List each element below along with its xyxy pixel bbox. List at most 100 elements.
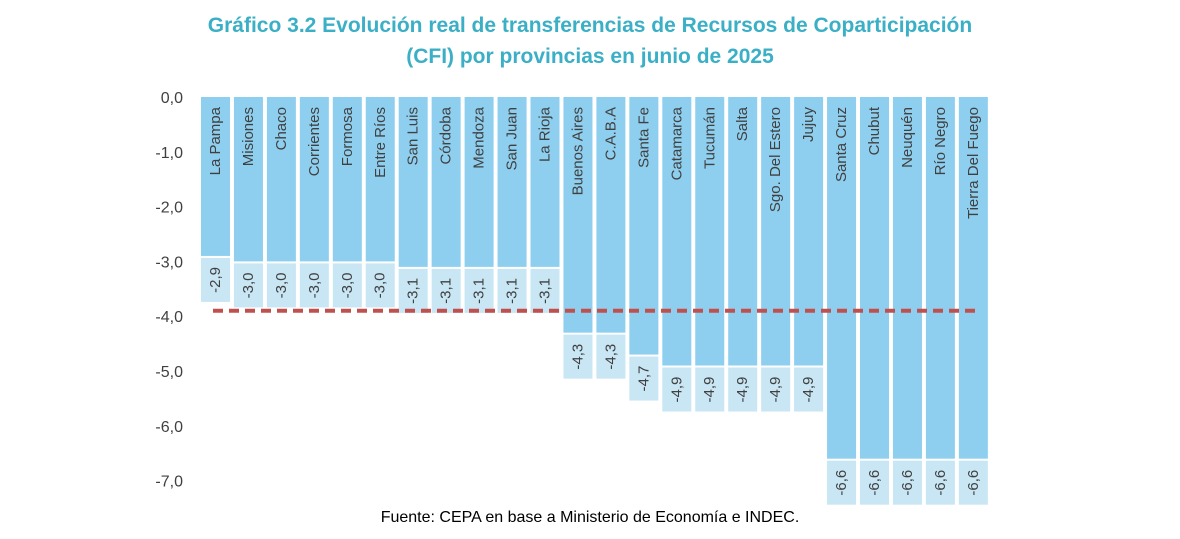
category-label: Jujuy bbox=[800, 107, 817, 143]
bar bbox=[464, 97, 494, 267]
value-label: -3,0 bbox=[372, 272, 389, 298]
value-label: -4,9 bbox=[800, 377, 817, 403]
bars-group: -2,9 La Pampa -3,0 Misiones -3,0 Chaco -3,0 Cor… bbox=[201, 97, 988, 505]
value-label: -2,9 bbox=[207, 267, 224, 293]
bar bbox=[958, 97, 988, 459]
category-label: C.A.B.A bbox=[602, 107, 619, 160]
y-tick-label: -5,0 bbox=[155, 364, 183, 381]
source-note: Fuente: CEPA en base a Ministerio de Eco… bbox=[380, 509, 800, 526]
category-label: Corrientes bbox=[306, 107, 323, 176]
y-tick-label: 0,0 bbox=[161, 90, 183, 107]
chart-title-line-1: Gráfico 3.2 Evolución real de transferen… bbox=[207, 14, 973, 37]
category-label: Salta bbox=[734, 106, 751, 141]
bar bbox=[761, 97, 791, 366]
value-label: -4,3 bbox=[602, 344, 619, 370]
value-label-box bbox=[827, 460, 857, 505]
category-label: Chaco bbox=[273, 107, 290, 150]
value-label-box bbox=[794, 367, 824, 412]
bar bbox=[233, 97, 263, 262]
value-label: -4,3 bbox=[569, 344, 586, 370]
value-label-box bbox=[299, 263, 329, 308]
bar bbox=[892, 97, 922, 459]
value-label: -6,6 bbox=[899, 470, 916, 496]
value-label: -3,0 bbox=[273, 272, 290, 298]
value-label: -4,9 bbox=[734, 377, 751, 403]
value-label-box bbox=[958, 460, 988, 505]
value-label-box bbox=[629, 356, 659, 401]
value-label: -4,9 bbox=[767, 377, 784, 403]
y-tick-label: -4,0 bbox=[155, 309, 183, 326]
value-label: -6,6 bbox=[932, 470, 949, 496]
category-label: San Juan bbox=[504, 107, 521, 170]
bar bbox=[925, 97, 955, 459]
bar bbox=[596, 97, 626, 333]
bar bbox=[431, 97, 461, 267]
value-label-box bbox=[497, 268, 527, 313]
bar bbox=[332, 97, 362, 262]
category-label: Chubut bbox=[866, 106, 883, 155]
bar bbox=[201, 97, 230, 256]
bar bbox=[398, 97, 428, 267]
category-label: Río Negro bbox=[932, 107, 949, 175]
value-label-box bbox=[431, 268, 461, 313]
y-tick-label: -7,0 bbox=[155, 474, 183, 491]
category-label: La Rioja bbox=[537, 106, 554, 162]
value-label: -4,9 bbox=[668, 377, 685, 403]
bar bbox=[299, 97, 329, 262]
value-label-box bbox=[530, 268, 560, 313]
category-label: San Luis bbox=[405, 107, 422, 165]
bar bbox=[695, 97, 725, 366]
value-label: -3,1 bbox=[405, 278, 422, 304]
bar bbox=[794, 97, 824, 366]
category-label: La Pampa bbox=[207, 106, 224, 175]
category-label: Córdoba bbox=[438, 106, 455, 164]
value-label-box bbox=[761, 367, 791, 412]
bar bbox=[563, 97, 593, 333]
value-label-box bbox=[233, 263, 263, 308]
chart-title: Gráfico 3.2 Evolución real de transferen… bbox=[0, 10, 1180, 72]
category-label: Tierra Del Fuego bbox=[965, 107, 982, 219]
value-label-box bbox=[728, 367, 758, 412]
y-axis: 0,0 -1,0 -2,0 -3,0 -4,0 -5,0 -6,0 -7,0 bbox=[155, 90, 183, 491]
category-label: Mendoza bbox=[471, 106, 488, 168]
category-label: Entre Ríos bbox=[372, 107, 389, 178]
y-tick-label: -2,0 bbox=[155, 200, 183, 217]
bar bbox=[530, 97, 560, 267]
value-label: -3,0 bbox=[306, 272, 323, 298]
chart-title-line-2: (CFI) por provincias en junio de 2025 bbox=[406, 45, 774, 68]
value-label-box bbox=[464, 268, 494, 313]
bar bbox=[728, 97, 758, 366]
bar bbox=[860, 97, 889, 459]
value-label-box bbox=[398, 268, 428, 313]
value-label: -6,6 bbox=[866, 470, 883, 496]
value-label: -6,6 bbox=[965, 470, 982, 496]
value-label-box bbox=[925, 460, 955, 505]
value-label: -3,1 bbox=[471, 278, 488, 304]
category-label: Sgo. Del Estero bbox=[767, 107, 784, 212]
category-label: Neuquén bbox=[899, 107, 916, 168]
category-label: Tucumán bbox=[701, 107, 718, 169]
value-label-box bbox=[695, 367, 725, 412]
value-label-box bbox=[563, 334, 593, 379]
bar bbox=[497, 97, 527, 267]
category-label: Misiones bbox=[240, 107, 257, 166]
value-label-box bbox=[365, 263, 395, 308]
value-label-box bbox=[266, 263, 296, 308]
value-label-box bbox=[332, 263, 362, 308]
y-tick-label: -3,0 bbox=[155, 254, 183, 271]
value-label: -3,0 bbox=[339, 272, 356, 298]
value-label-box bbox=[860, 460, 889, 505]
value-label-box bbox=[596, 334, 626, 379]
bar bbox=[827, 97, 857, 459]
y-tick-label: -6,0 bbox=[155, 419, 183, 436]
category-label: Formosa bbox=[339, 106, 356, 166]
category-label: Santa Fe bbox=[635, 107, 652, 168]
value-label: -3,1 bbox=[504, 278, 521, 304]
y-tick-label: -1,0 bbox=[155, 145, 183, 162]
value-label: -3,0 bbox=[240, 272, 257, 298]
category-label: Catamarca bbox=[668, 106, 685, 180]
value-label-box bbox=[892, 460, 922, 505]
value-label: -4,7 bbox=[635, 366, 652, 392]
bar bbox=[365, 97, 395, 262]
